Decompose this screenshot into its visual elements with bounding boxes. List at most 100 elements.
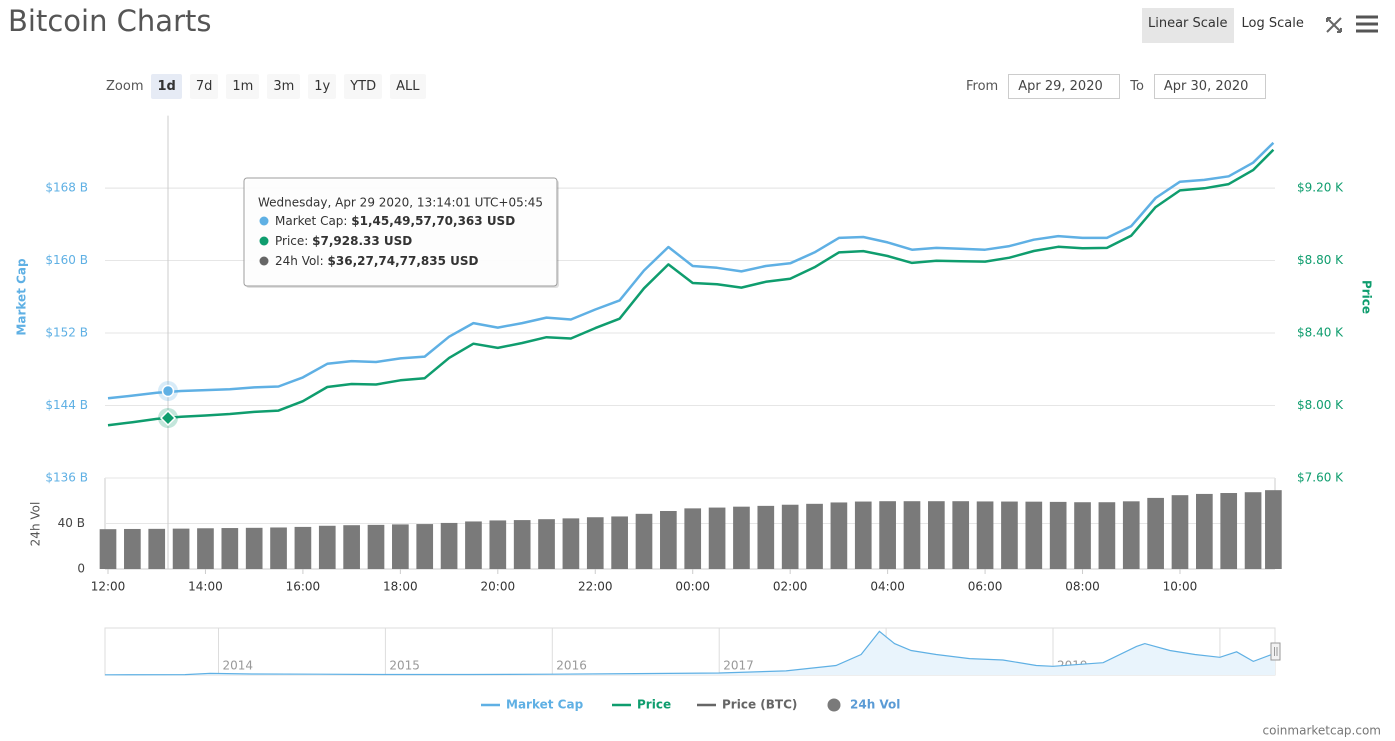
volume-bar <box>513 520 531 569</box>
volume-bar <box>928 501 945 569</box>
zoom-button[interactable]: ALL <box>390 74 426 99</box>
x-tick-label: 20:00 <box>481 580 516 594</box>
volume-bar <box>221 528 239 569</box>
x-tick-label: 08:00 <box>1065 580 1100 594</box>
legend-item[interactable]: 24h Vol <box>850 698 900 712</box>
volume-bar <box>343 525 360 569</box>
zoom-button[interactable]: YTD <box>344 74 383 99</box>
y-tick-label: $144 B <box>45 398 88 412</box>
fullscreen-icon[interactable] <box>1326 17 1342 33</box>
volume-bar <box>586 517 604 569</box>
legend-symbol <box>827 698 841 712</box>
x-tick-label: 22:00 <box>578 580 613 594</box>
x-tick-label: 04:00 <box>870 580 905 594</box>
tooltip-dot <box>259 256 269 266</box>
volume-bar <box>684 508 702 569</box>
tooltip-dot <box>259 216 269 226</box>
volume-bar <box>124 528 141 569</box>
navigator-area <box>105 631 1275 675</box>
y-tick-label: $152 B <box>45 326 88 340</box>
volume-bar <box>1049 501 1067 569</box>
y2-tick-label: $9.20 K <box>1297 181 1344 195</box>
tooltip-label: 24h Vol: <box>275 254 324 268</box>
volume-bar <box>99 529 117 569</box>
volume-bar <box>465 521 482 569</box>
volume-bar <box>562 518 580 569</box>
scale-button[interactable]: Log Scale <box>1241 16 1304 31</box>
tooltip-value: $36,27,74,77,835 USD <box>328 254 479 268</box>
navigator-tick-label: 2015 <box>389 659 420 673</box>
x-tick-label: 00:00 <box>675 580 710 594</box>
volume-bar <box>270 527 287 569</box>
tooltip-label: Price: <box>275 234 308 248</box>
date-range: From Apr 29, 2020 To Apr 30, 2020 <box>966 74 1266 99</box>
x-tick-label: 06:00 <box>968 580 1003 594</box>
zoom-button[interactable]: 1y <box>308 74 337 99</box>
navigator-tick-label: 2016 <box>556 659 587 673</box>
tooltip-item: Price: $7,928.33 USD <box>275 234 412 248</box>
credits: coinmarketcap.com <box>1263 724 1381 738</box>
navigator-line <box>104 630 1276 676</box>
tooltip-dot <box>259 236 269 246</box>
scale-button[interactable]: Linear Scale <box>1142 8 1234 43</box>
volume-bar <box>1171 495 1189 569</box>
volume-bar <box>440 522 458 569</box>
volume-bar <box>1196 493 1213 569</box>
volume-bar <box>1122 501 1140 569</box>
tooltip-value: $1,45,49,57,70,363 USD <box>351 214 515 228</box>
y2-tick-label: $7.60 K <box>1297 471 1344 485</box>
zoom-button[interactable]: 1d <box>151 74 182 99</box>
y2-tick-label: $8.80 K <box>1297 253 1344 267</box>
hover-marker <box>159 409 177 427</box>
from-label: From <box>966 79 999 94</box>
volume-bar <box>879 501 896 569</box>
volume-bar <box>245 527 263 569</box>
volume-bar <box>757 505 775 569</box>
volume-bar <box>733 506 750 569</box>
volume-bar <box>1220 493 1238 569</box>
volume-bar <box>1025 501 1043 569</box>
volume-bar <box>1265 490 1282 569</box>
navigator-tick-label: 2014 <box>222 659 253 673</box>
hover-marker <box>161 384 175 398</box>
page-title: Bitcoin Charts <box>8 4 212 38</box>
zoom-row: Zoom 1d 7d 1m 3m 1y YTD ALL <box>106 74 426 99</box>
y2-axis-title: Price <box>1360 280 1374 314</box>
series-line <box>107 148 1275 427</box>
to-input[interactable]: Apr 30, 2020 <box>1153 74 1266 99</box>
x-tick-label: 02:00 <box>773 580 808 594</box>
volume-bar <box>416 524 434 569</box>
legend-item[interactable]: Price (BTC) <box>722 698 797 712</box>
volume-bar <box>976 501 994 569</box>
volume-bar <box>148 528 166 569</box>
volume-bar <box>294 526 312 569</box>
volume-bar <box>781 504 799 569</box>
volume-bar <box>172 528 190 569</box>
volume-bar <box>318 525 336 569</box>
x-tick-label: 12:00 <box>91 580 126 594</box>
zoom-button[interactable]: 1m <box>226 74 260 99</box>
volume-bar <box>611 516 628 569</box>
legend-item[interactable]: Price <box>637 698 671 712</box>
zoom-label: Zoom <box>106 79 144 94</box>
volume-bar <box>1074 502 1091 569</box>
volume-bar <box>708 507 726 569</box>
legend-item[interactable]: Market Cap <box>506 698 584 712</box>
y-tick-label: $136 B <box>45 471 88 485</box>
tooltip-item: 24h Vol: $36,27,74,77,835 USD <box>275 254 479 268</box>
y3-axis-title: 24h Vol <box>29 502 43 547</box>
y2-tick-label: $8.40 K <box>1297 326 1344 340</box>
y2-tick-label: $8.00 K <box>1297 398 1344 412</box>
menu-icon[interactable] <box>1356 15 1378 33</box>
volume-bar <box>635 513 653 569</box>
zoom-button[interactable]: 7d <box>189 74 219 99</box>
from-input[interactable]: Apr 29, 2020 <box>1008 74 1121 99</box>
y-tick-label: $168 B <box>45 181 88 195</box>
series-line <box>107 141 1275 400</box>
navigator-handle[interactable] <box>1270 642 1281 661</box>
zoom-button[interactable]: 3m <box>267 74 301 99</box>
y-tick-label: 40 B <box>58 516 85 530</box>
volume-bar <box>903 501 921 569</box>
volume-bar <box>660 510 677 569</box>
